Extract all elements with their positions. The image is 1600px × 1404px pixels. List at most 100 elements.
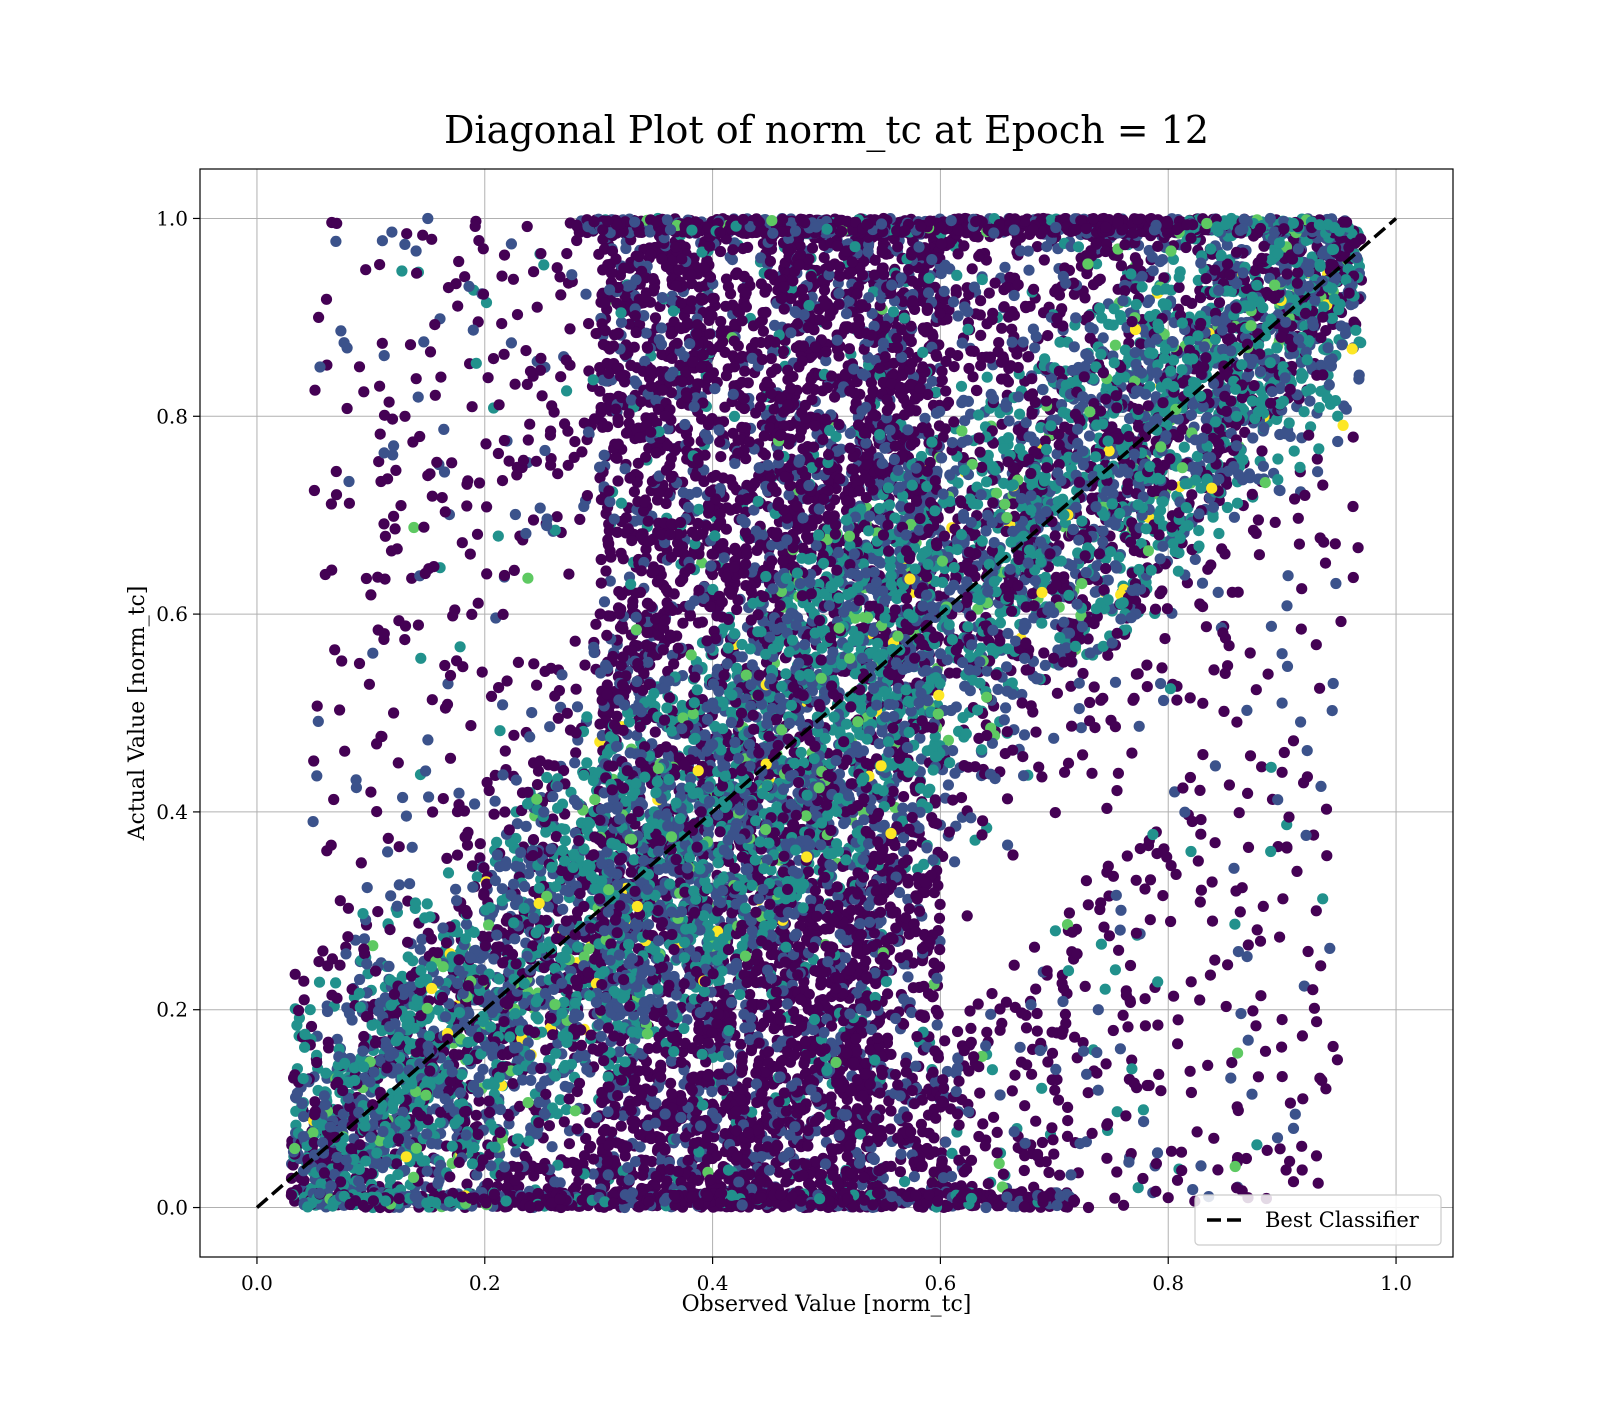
scatter-point [1089,722,1100,733]
scatter-point [286,1190,297,1201]
scatter-point [497,699,508,710]
scatter-point [467,860,478,871]
scatter-point [1274,485,1285,496]
scatter-point [981,692,992,703]
scatter-point [1159,633,1170,644]
scatter-point [1314,402,1325,413]
scatter-point [1330,538,1341,549]
scatter-point [1350,325,1361,336]
scatter-point [540,666,551,677]
scatter-point [1052,688,1063,699]
scatter-point [1263,669,1274,680]
scatter-point [1280,428,1291,439]
scatter-point [344,1008,355,1019]
scatter-point [477,667,488,678]
scatter-point [425,911,436,922]
scatter-point [371,806,382,817]
scatter-point [1077,668,1088,679]
scatter-point [477,1064,488,1075]
scatter-point [1059,422,1070,433]
scatter-point [959,681,970,692]
scatter-point [553,713,564,724]
scatter-point [290,969,301,980]
scatter-point [1347,343,1358,354]
scatter-point [1340,328,1351,339]
scatter-point [450,884,461,895]
scatter-point [528,658,539,669]
scatter-point [1353,374,1364,385]
scatter-point [355,1002,366,1013]
scatter-point [354,974,365,985]
scatter-point [949,768,960,779]
scatter-point [359,948,370,959]
scatter-point [351,782,362,793]
scatter-point [1002,686,1013,697]
scatter-point [1258,461,1269,472]
scatter-point [1194,598,1205,609]
scatter-point [549,691,560,702]
scatter-point [972,705,983,716]
scatter-point [454,965,465,976]
scatter-point [308,755,319,766]
scatter-point [963,762,974,773]
scatter-point [965,812,976,823]
scatter-point [1074,703,1085,714]
scatter-point [1155,678,1166,689]
scatter-point [1248,525,1259,536]
scatter-point [1251,684,1262,695]
scatter-point [499,806,510,817]
scatter-point [1324,379,1335,390]
scatter-point [999,714,1010,725]
scatter-point [370,966,381,977]
scatter-point [465,720,476,731]
scatter-point [362,882,373,893]
scatter-point [557,904,568,915]
scatter-point [460,831,471,842]
scatter-point [563,569,574,580]
scatter-point [586,1030,597,1041]
scatter-point [1292,267,1303,278]
scatter-point [508,730,519,741]
scatter-point [1317,480,1328,491]
scatter-point [441,853,452,864]
scatter-point [422,734,433,745]
scatter-point [497,769,508,780]
chart-title: Diagonal Plot of norm_tc at Epoch = 12 [444,108,1209,153]
scatter-point [293,1005,304,1016]
scatter-point [297,1098,308,1109]
scatter-point [1348,432,1359,443]
scatter-point [1017,751,1028,762]
scatter-point [308,816,319,827]
scatter-point [342,931,353,942]
scatter-point [1002,726,1013,737]
scatter-point [385,890,396,901]
scatter-point [357,908,368,919]
scatter-point [410,897,421,908]
scatter-point [383,961,394,972]
scatter-point [1247,489,1258,500]
scatter-point [1245,647,1256,658]
scatter-point [1192,464,1203,475]
scatter-point [415,944,426,955]
scatter-point [1255,366,1266,377]
scatter-point [1305,384,1316,395]
scatter-point [1230,384,1241,395]
scatter-point [962,910,973,921]
scatter-point [1197,578,1208,589]
scatter-point [1030,727,1041,738]
scatter-point [435,1117,446,1128]
scatter-point [426,933,437,944]
scatter-point [322,1006,333,1017]
scatter-point [1036,771,1047,782]
scatter-point [1095,695,1106,706]
scatter-point [291,1020,302,1031]
scatter-point [1156,662,1167,673]
scatter-point [1001,661,1012,672]
scatter-point [343,903,354,914]
scatter-point [1000,702,1011,713]
y-axis-label: Actual Value [norm_tc] [125,586,150,842]
scatter-point [1171,695,1182,706]
scatter-point [1086,768,1097,779]
scatter-point [1000,748,1011,759]
scatter-point [1133,668,1144,679]
